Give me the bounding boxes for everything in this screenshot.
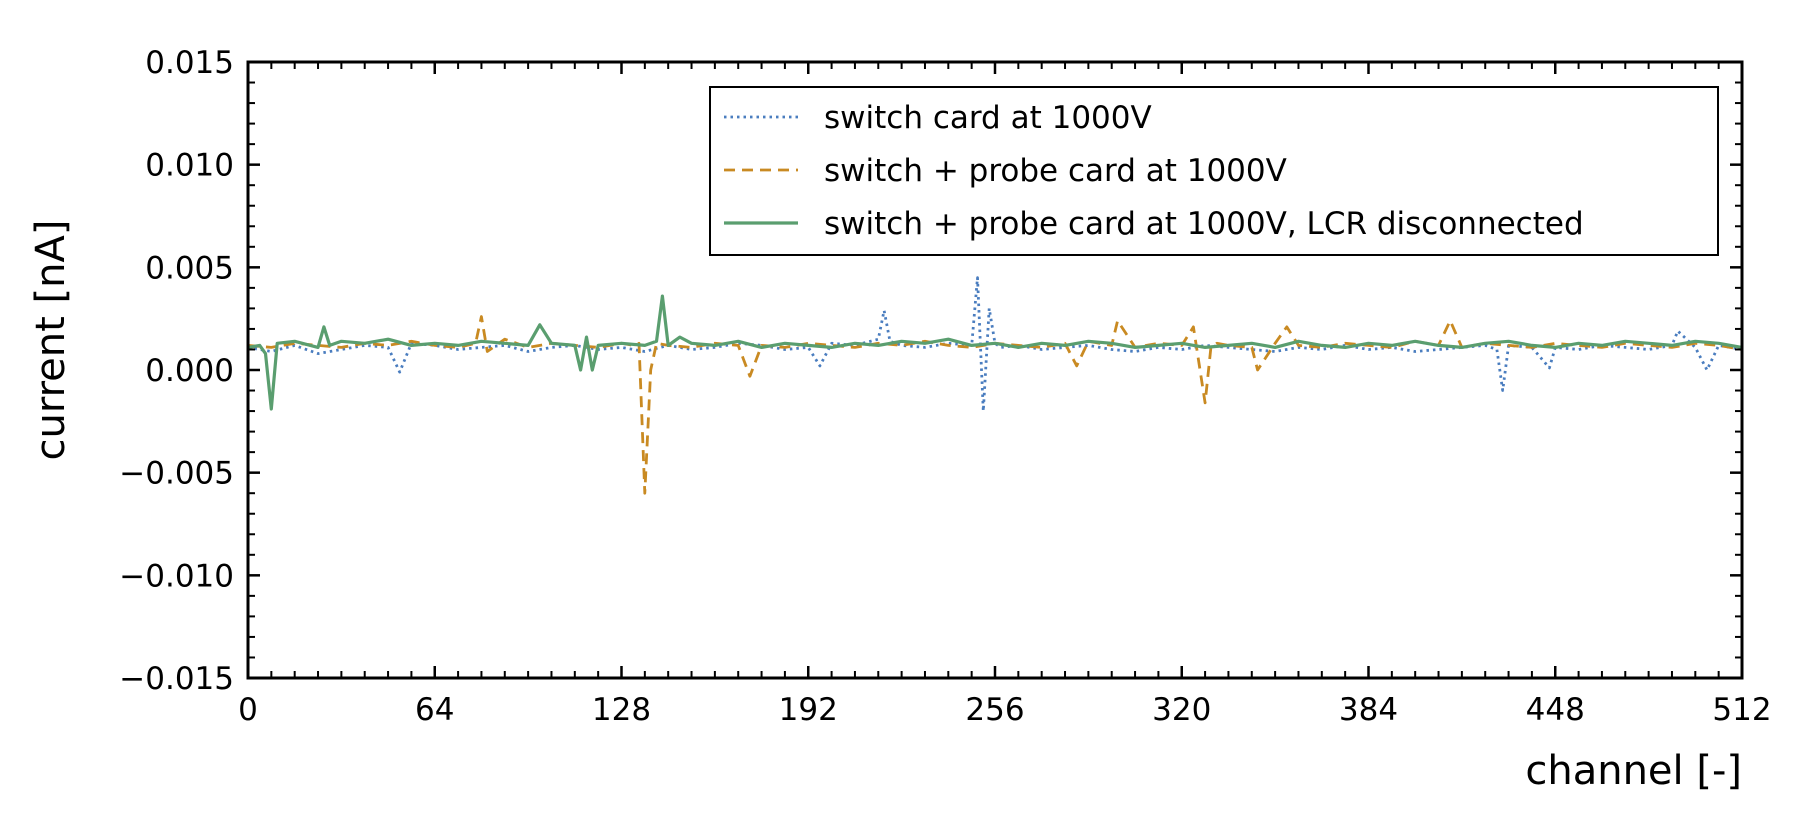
x-tick-label: 448 (1526, 692, 1585, 728)
legend-box (709, 86, 1719, 256)
x-tick-label: 512 (1712, 692, 1771, 728)
x-tick-label: 256 (965, 692, 1024, 728)
y-tick-label: 0.015 (145, 45, 234, 81)
x-tick-label: 192 (779, 692, 838, 728)
legend-label-3: switch + probe card at 1000V, LCR discon… (824, 206, 1584, 242)
legend-label-1: switch card at 1000V (824, 100, 1152, 136)
legend: switch card at 1000V switch + probe card … (709, 86, 1719, 256)
y-tick-label: 0.000 (145, 353, 234, 389)
y-axis-title: current [nA] (28, 220, 74, 461)
y-tick-label: 0.005 (145, 250, 234, 286)
y-tick-label: −0.010 (119, 558, 234, 594)
x-tick-label: 384 (1339, 692, 1398, 728)
x-tick-label: 64 (415, 692, 454, 728)
x-axis-title: channel [-] (1525, 748, 1742, 794)
y-tick-label: −0.015 (119, 661, 234, 697)
tick-layer: 0 64 128 192 256 320 384 448 512 −0.015 −0.010 −0.0… (119, 45, 1771, 728)
legend-label-2: switch + probe card at 1000V (824, 153, 1287, 189)
y-tick-label: −0.005 (119, 456, 234, 492)
x-tick-label: 320 (1152, 692, 1211, 728)
series-line-1 (247, 276, 1743, 413)
x-tick-label: 128 (592, 692, 651, 728)
y-tick-label: 0.010 (145, 148, 234, 184)
plot-frame (246, 60, 1744, 680)
series-layer (247, 276, 1743, 495)
series-line-3 (247, 294, 1743, 411)
x-tick-label: 0 (238, 692, 258, 728)
series-line-2 (247, 315, 1743, 495)
